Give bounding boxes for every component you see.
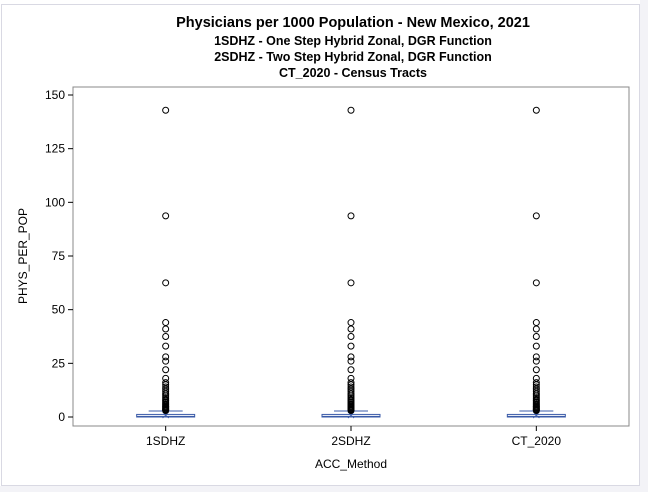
outlier-point <box>347 366 355 374</box>
outlier-point <box>347 374 355 382</box>
y-tick-label: 25 <box>52 356 66 370</box>
outlier-point <box>532 374 540 382</box>
outlier-point <box>162 366 170 374</box>
outlier-point <box>532 279 540 287</box>
outlier-point <box>347 106 355 114</box>
chart-subtitle-3: CT_2020 - Census Tracts <box>279 66 427 80</box>
outlier-point <box>532 379 540 387</box>
y-axis: 0 25 50 75 100 125 150 <box>45 88 73 424</box>
x-axis: 1SDHZ 2SDHZ CT_2020 <box>146 426 561 448</box>
outlier-point <box>162 333 170 340</box>
outlier-point <box>162 374 170 382</box>
outlier-point <box>162 353 170 361</box>
outlier-point <box>347 342 355 350</box>
chart-subtitle-2: 2SDHZ - Two Step Hybrid Zonal, DGR Funct… <box>214 50 492 64</box>
chart-titles: Physicians per 1000 Population - New Mex… <box>0 14 648 81</box>
outlier-point <box>347 353 355 361</box>
right-margin <box>640 0 648 492</box>
chart-subtitle-1: 1SDHZ - One Step Hybrid Zonal, DGR Funct… <box>214 34 492 48</box>
plot-area <box>72 86 630 427</box>
outlier-point <box>347 383 355 391</box>
outlier-point <box>347 379 355 387</box>
outlier-point <box>162 279 170 287</box>
box-group <box>136 106 196 419</box>
outlier-point <box>162 342 170 350</box>
outlier-point <box>347 279 355 287</box>
box-group <box>321 106 381 419</box>
outlier-point <box>532 333 540 340</box>
outlier-point <box>347 319 355 327</box>
outlier-point <box>347 357 355 365</box>
y-tick-label: 125 <box>45 142 65 156</box>
x-tick-label: 1SDHZ <box>146 434 185 448</box>
outlier-point <box>532 357 540 365</box>
y-tick-label: 100 <box>45 195 65 209</box>
outlier-point <box>532 383 540 391</box>
outlier-point <box>162 212 170 220</box>
outlier-point <box>532 106 540 114</box>
outlier-point <box>532 212 540 220</box>
outlier-point <box>162 319 170 327</box>
outlier-point <box>162 379 170 387</box>
box-series <box>136 106 566 419</box>
x-tick-label: CT_2020 <box>512 434 562 448</box>
outlier-point <box>532 353 540 361</box>
outlier-point <box>162 357 170 365</box>
y-tick-label: 50 <box>52 303 66 317</box>
chart-title: Physicians per 1000 Population - New Mex… <box>176 15 530 31</box>
x-tick-label: 2SDHZ <box>331 434 370 448</box>
outlier-point <box>162 106 170 114</box>
y-tick-label: 0 <box>58 410 65 424</box>
outlier-point <box>162 383 170 391</box>
x-axis-label: ACC_Method <box>315 457 387 471</box>
outlier-point <box>532 319 540 327</box>
outlier-point <box>347 333 355 340</box>
y-tick-label: 150 <box>45 88 65 102</box>
outlier-point <box>347 212 355 220</box>
bottom-margin <box>0 486 648 492</box>
outlier-point <box>532 366 540 374</box>
outlier-point <box>532 342 540 350</box>
box-group <box>506 106 566 419</box>
y-axis-label: PHYS_PER_POP <box>16 208 30 304</box>
y-tick-label: 75 <box>52 249 66 263</box>
